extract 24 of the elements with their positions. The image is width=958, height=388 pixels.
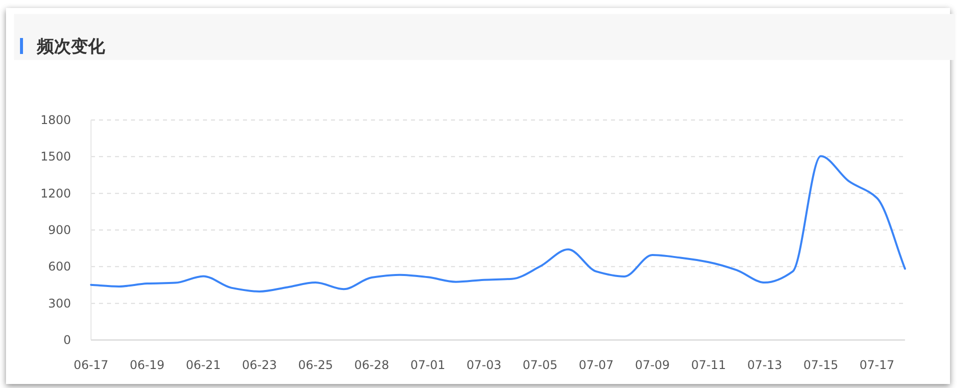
line-series [90, 155, 906, 292]
x-tick-label: 07-13 [747, 358, 782, 372]
y-tick-label: 600 [48, 260, 71, 274]
x-tick-label: 06-23 [242, 358, 277, 372]
y-tick-label: 900 [48, 223, 71, 237]
x-tick-label: 07-11 [691, 358, 726, 372]
x-tick-label: 06-25 [298, 358, 333, 372]
x-tick-label: 07-01 [410, 358, 446, 372]
x-tick-label: 07-17 [859, 358, 894, 372]
x-tick-label: 06-17 [74, 358, 108, 372]
y-tick-label: 0 [63, 333, 71, 347]
x-tick-label: 06-21 [186, 358, 221, 372]
x-tick-label: 07-09 [634, 358, 670, 372]
y-tick-label: 1800 [40, 113, 71, 127]
x-tick-label: 07-05 [522, 358, 558, 372]
y-tick-label: 1500 [40, 150, 71, 164]
chart-title: 频次变化 [37, 36, 105, 58]
x-tick-label: 07-03 [466, 358, 502, 372]
x-tick-label: 07-07 [578, 358, 614, 372]
y-tick-label: 300 [48, 296, 71, 310]
x-tick-label: 07-15 [803, 358, 838, 372]
x-tick-label: 06-19 [130, 358, 165, 372]
y-tick-label: 1200 [40, 186, 71, 200]
x-tick-label: 06-28 [354, 358, 390, 372]
